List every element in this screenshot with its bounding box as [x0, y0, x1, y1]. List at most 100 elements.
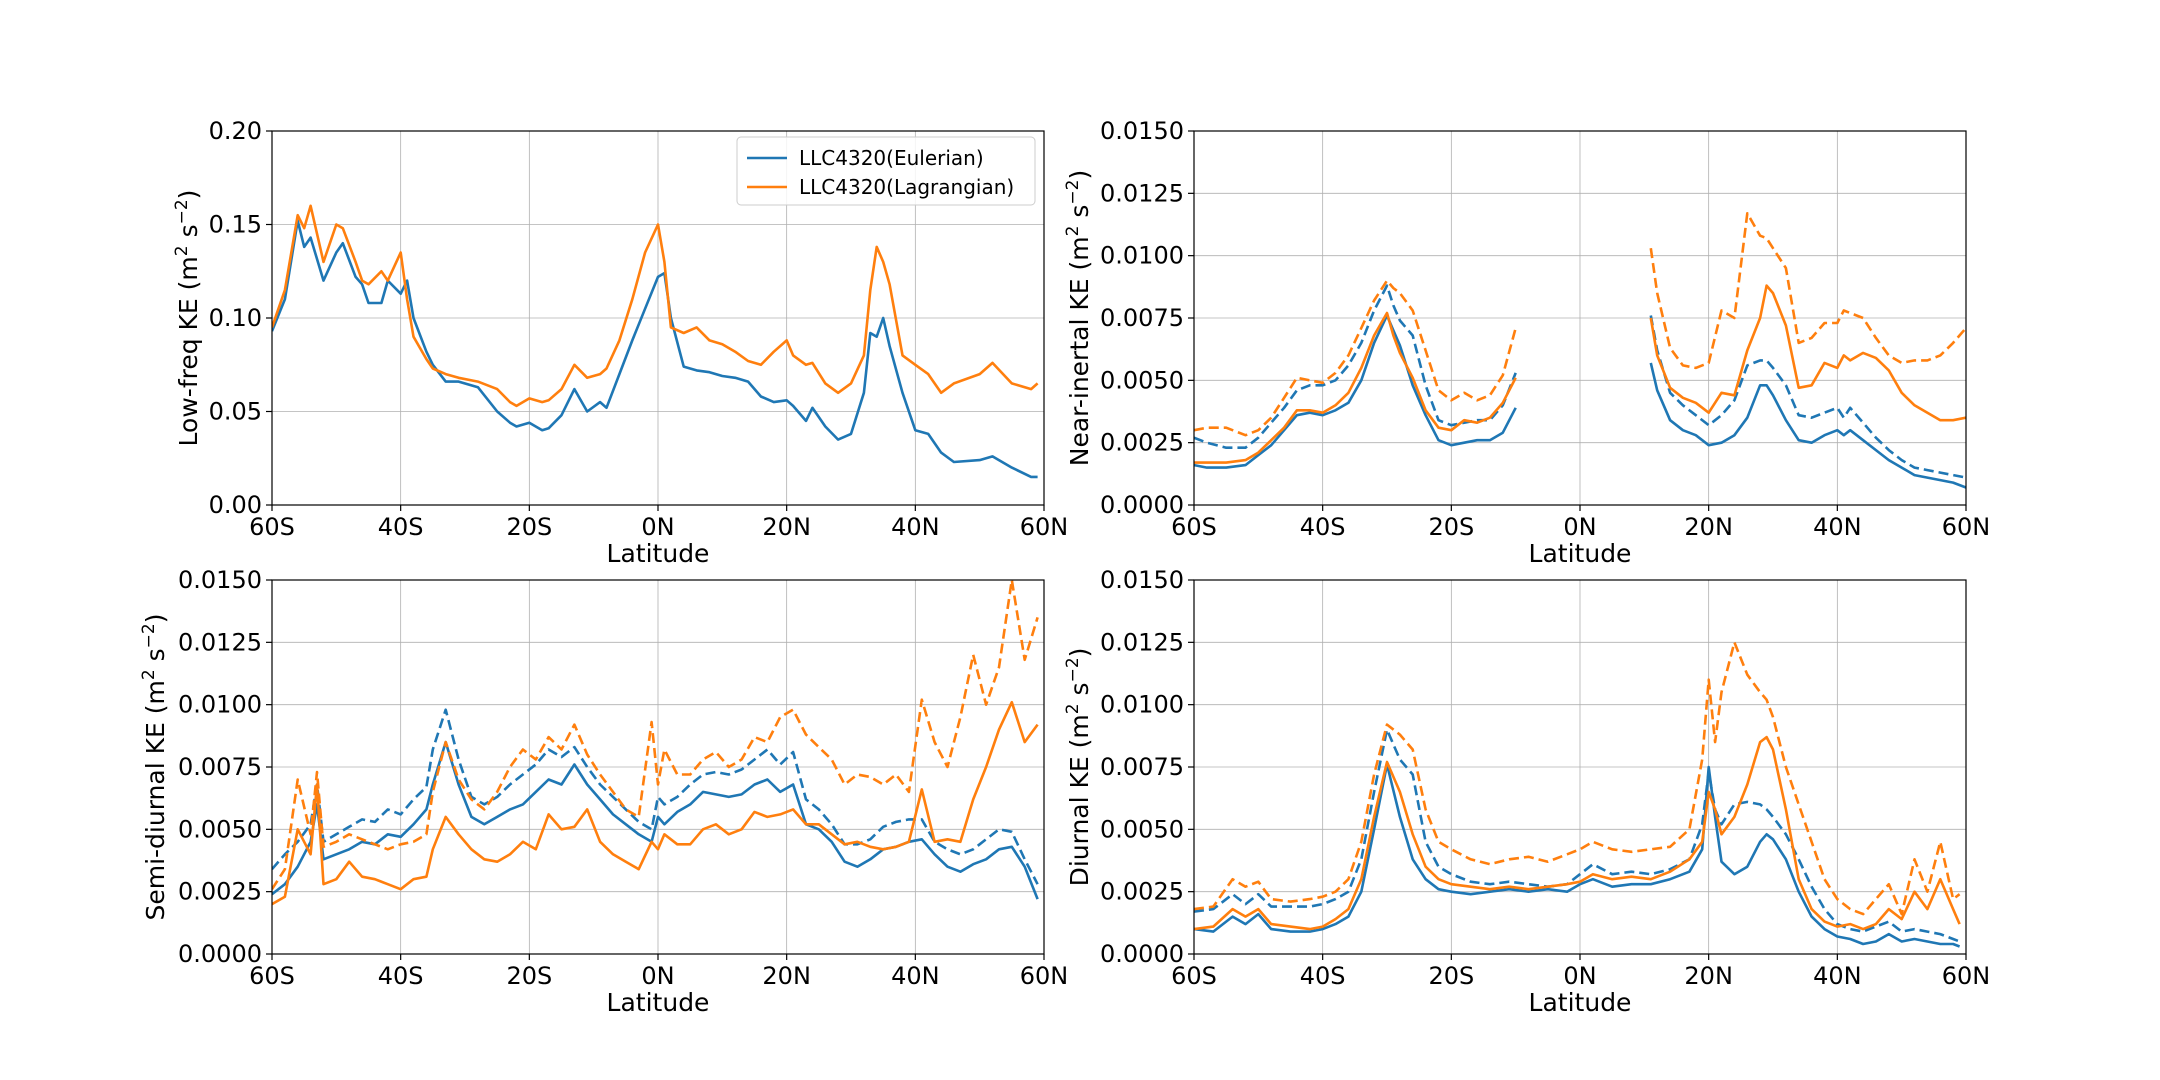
diurnal-ke-xtick-label-3: 0N: [1563, 962, 1596, 990]
semidiurnal-ke-xtick-label-2: 20S: [506, 962, 552, 990]
legend-label-eulerian: LLC4320(Eulerian): [799, 146, 984, 170]
nearinertial-ke-ytick-label-4: 0.0100: [1100, 242, 1184, 270]
legend: LLC4320(Eulerian) LLC4320(Lagrangian): [736, 136, 1036, 206]
diurnal-ke-ylabel-mid: s: [1065, 682, 1094, 703]
diurnal-ke-ytick-label-6: 0.0150: [1100, 566, 1184, 594]
semidiurnal-ke-ytick-label-3: 0.0075: [178, 753, 262, 781]
nearinertial-ke-series-eulerian-1: [1649, 362, 1966, 489]
nearinertial-ke-xtick-label-4: 20N: [1684, 513, 1733, 541]
lowfreq-ke-ylabel-sup1: 2: [172, 245, 192, 256]
lowfreq-ke-xtick-label-5: 40N: [891, 513, 940, 541]
semidiurnal-ke-xtick-label-0: 60S: [249, 962, 295, 990]
semidiurnal-ke-xtick-label-5: 40N: [891, 962, 940, 990]
diurnal-ke-xtick-label-6: 60N: [1942, 962, 1991, 990]
diurnal-ke-xtick-label-1: 40S: [1300, 962, 1346, 990]
nearinertial-ke-series-eulerian-total-0: [1194, 284, 1517, 450]
semidiurnal-ke-ylabel-main: Semi-diurnal KE (m: [141, 680, 170, 920]
diurnal-ke-ytick-label-3: 0.0075: [1100, 753, 1184, 781]
nearinertial-ke-series-lagrangian-1: [1649, 284, 1966, 422]
lowfreq-ke-ytick-label-0: 0.00: [209, 491, 262, 519]
nearinertial-ke-ylabel-sup2: −2: [1063, 180, 1083, 205]
diurnal-ke-series-lagrangian-total-0: [1194, 640, 1961, 916]
semidiurnal-ke-ytick-label-2: 0.0050: [178, 815, 262, 843]
lowfreq-ke-xtick-label-2: 20S: [506, 513, 552, 541]
nearinertial-ke-series-lagrangian-total-0: [1194, 279, 1517, 437]
diurnal-ke-ytick-label-5: 0.0125: [1100, 628, 1184, 656]
legend-label-lagrangian: LLC4320(Lagrangian): [799, 175, 1014, 199]
diurnal-ke-ylabel-sup2: −2: [1063, 657, 1083, 682]
semidiurnal-ke-panel: 60S 40S 20S 0N 20N 40N 60N 0.0000 0.0025 0.0050 0.…: [139, 566, 1068, 1017]
lowfreq-ke-ylabel-sup2: −2: [172, 199, 192, 224]
lowfreq-ke-xtick-label-1: 40S: [378, 513, 424, 541]
semidiurnal-ke-series-lagrangian-total-0: [272, 580, 1039, 890]
lowfreq-ke-ytick-label-1: 0.05: [209, 398, 262, 426]
lowfreq-ke-ytick-label-2: 0.10: [209, 304, 262, 332]
nearinertial-ke-ylabel: Near-inertal KE (m2 s−2): [1063, 170, 1094, 466]
semidiurnal-ke-xtick-label-1: 40S: [378, 962, 424, 990]
diurnal-ke-series-eulerian-0: [1194, 763, 1961, 948]
semidiurnal-ke-ylabel: Semi-diurnal KE (m2 s−2): [139, 613, 170, 920]
diurnal-ke-ytick-label-1: 0.0025: [1100, 878, 1184, 906]
diurnal-ke-xtick-label-4: 20N: [1684, 962, 1733, 990]
diurnal-ke-xtick-label-0: 60S: [1171, 962, 1217, 990]
legend-frame: [736, 136, 1036, 206]
nearinertial-ke-xlabel: Latitude: [1529, 539, 1632, 568]
nearinertial-ke-xtick-label-0: 60S: [1171, 513, 1217, 541]
diurnal-ke-ylabel-main: Diurnal KE (m: [1065, 714, 1094, 886]
diurnal-ke-panel: 60S 40S 20S 0N 20N 40N 60N 0.0000 0.0025 0.0050 0.…: [1063, 566, 1990, 1017]
nearinertial-ke-xtick-label-1: 40S: [1300, 513, 1346, 541]
lowfreq-ke-ylabel-main: Low-freq KE (m: [174, 256, 203, 446]
semidiurnal-ke-ylabel-sup1: 2: [139, 669, 159, 680]
diurnal-ke-ytick-label-2: 0.0050: [1100, 815, 1184, 843]
nearinertial-ke-ytick-label-0: 0.0000: [1100, 491, 1184, 519]
semidiurnal-ke-ytick-label-6: 0.0150: [178, 566, 262, 594]
nearinertial-ke-series-eulerian-0: [1194, 314, 1517, 469]
diurnal-ke-ylabel-end: ): [1065, 648, 1094, 658]
nearinertial-ke-xtick-label-6: 60N: [1942, 513, 1991, 541]
lowfreq-ke-series-llc4320-eulerian--0: [272, 219, 1038, 479]
lowfreq-ke-xtick-label-6: 60N: [1020, 513, 1069, 541]
nearinertial-ke-ylabel-sup1: 2: [1063, 226, 1083, 237]
lowfreq-ke-series-llc4320-lagrangian--0: [272, 204, 1039, 408]
diurnal-ke-ylabel-sup1: 2: [1063, 703, 1083, 714]
semidiurnal-ke-xtick-label-4: 20N: [762, 962, 811, 990]
nearinertial-ke-ylabel-end: ): [1065, 170, 1094, 180]
nearinertial-ke-xtick-label-2: 20S: [1428, 513, 1474, 541]
diurnal-ke-xtick-label-5: 40N: [1813, 962, 1862, 990]
nearinertial-ke-series-lagrangian-0: [1194, 311, 1517, 464]
nearinertial-ke-series-lagrangian-total-1: [1649, 212, 1966, 370]
diurnal-ke-xtick-label-2: 20S: [1428, 962, 1474, 990]
lowfreq-ke-ytick-label-3: 0.15: [209, 211, 262, 239]
nearinertial-ke-series-eulerian-total-1: [1649, 315, 1966, 479]
semidiurnal-ke-series-lagrangian-0: [272, 700, 1039, 906]
semidiurnal-ke-ylabel-mid: s: [141, 648, 170, 669]
diurnal-ke-ytick-label-0: 0.0000: [1100, 940, 1184, 968]
semidiurnal-ke-ylabel-end: ): [141, 613, 170, 623]
lowfreq-ke-ylabel-mid: s: [174, 224, 203, 245]
nearinertial-ke-panel: 60S 40S 20S 0N 20N 40N 60N 0.0000 0.0025 0.0050 0.…: [1063, 117, 1990, 568]
diurnal-ke-ytick-label-4: 0.0100: [1100, 691, 1184, 719]
semidiurnal-ke-ytick-label-5: 0.0125: [178, 628, 262, 656]
semidiurnal-ke-ylabel-sup2: −2: [139, 623, 159, 648]
nearinertial-ke-xtick-label-3: 0N: [1563, 513, 1596, 541]
semidiurnal-ke-ytick-label-0: 0.0000: [178, 940, 262, 968]
diurnal-ke-xlabel: Latitude: [1529, 988, 1632, 1017]
nearinertial-ke-xtick-label-5: 40N: [1813, 513, 1862, 541]
lowfreq-ke-ylabel: Low-freq KE (m2 s−2): [172, 190, 203, 447]
semidiurnal-ke-ytick-label-1: 0.0025: [178, 878, 262, 906]
semidiurnal-ke-ytick-label-4: 0.0100: [178, 691, 262, 719]
semidiurnal-ke-xtick-label-6: 60N: [1020, 962, 1069, 990]
nearinertial-ke-ytick-label-2: 0.0050: [1100, 366, 1184, 394]
diurnal-ke-series-lagrangian-0: [1194, 735, 1961, 931]
lowfreq-ke-xtick-label-3: 0N: [641, 513, 674, 541]
nearinertial-ke-ytick-label-6: 0.0150: [1100, 117, 1184, 145]
nearinertial-ke-ytick-label-3: 0.0075: [1100, 304, 1184, 332]
lowfreq-ke-panel: 60S 40S 20S 0N 20N 40N 60N 0.00 0.05 0.10 0.15 0.20…: [172, 117, 1068, 568]
lowfreq-ke-ylabel-end: ): [174, 190, 203, 200]
nearinertial-ke-ytick-label-1: 0.0025: [1100, 429, 1184, 457]
nearinertial-ke-ytick-label-5: 0.0125: [1100, 179, 1184, 207]
semidiurnal-ke-xtick-label-3: 0N: [641, 962, 674, 990]
semidiurnal-ke-xlabel: Latitude: [607, 988, 710, 1017]
